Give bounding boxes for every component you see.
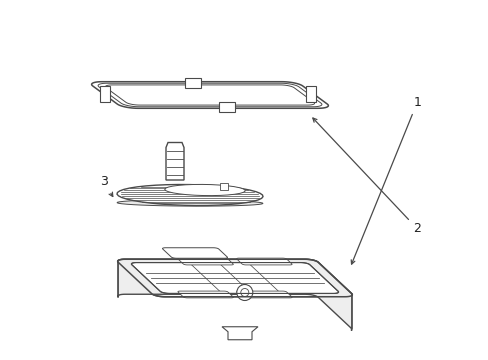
Polygon shape xyxy=(117,185,263,206)
Polygon shape xyxy=(117,200,263,206)
Polygon shape xyxy=(105,85,314,105)
Polygon shape xyxy=(91,82,327,108)
Circle shape xyxy=(236,284,252,301)
Text: 3: 3 xyxy=(100,175,113,197)
Polygon shape xyxy=(165,143,183,180)
Polygon shape xyxy=(162,248,227,258)
Polygon shape xyxy=(185,78,201,88)
Polygon shape xyxy=(118,259,351,329)
Polygon shape xyxy=(218,102,234,112)
Polygon shape xyxy=(118,259,351,297)
Polygon shape xyxy=(178,258,233,265)
Polygon shape xyxy=(98,83,321,107)
Polygon shape xyxy=(236,258,291,265)
Polygon shape xyxy=(305,86,315,102)
Polygon shape xyxy=(178,291,233,298)
Polygon shape xyxy=(131,262,338,293)
Text: 1: 1 xyxy=(350,96,420,264)
Text: 2: 2 xyxy=(312,118,420,235)
Polygon shape xyxy=(220,183,227,190)
Polygon shape xyxy=(222,327,258,340)
Circle shape xyxy=(240,288,248,297)
Polygon shape xyxy=(164,184,244,195)
Polygon shape xyxy=(100,86,110,102)
Polygon shape xyxy=(236,291,291,298)
